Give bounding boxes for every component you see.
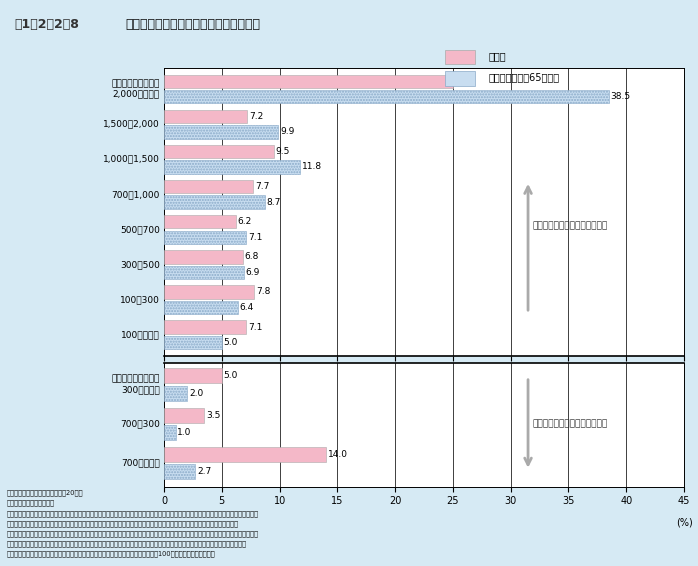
Text: 5.0: 5.0 xyxy=(223,338,238,347)
Bar xyxy=(164,464,195,479)
Text: 3.5: 3.5 xyxy=(206,410,221,419)
Text: 38.5: 38.5 xyxy=(611,92,631,101)
Text: 9.9: 9.9 xyxy=(280,127,295,136)
Text: 資料：総務省「家計調査」（平成20年）: 資料：総務省「家計調査」（平成20年） xyxy=(7,490,84,496)
Text: 8.7: 8.7 xyxy=(267,198,281,207)
Bar xyxy=(164,385,187,401)
Bar xyxy=(164,90,609,104)
FancyBboxPatch shape xyxy=(445,71,475,86)
Bar xyxy=(164,180,253,194)
Bar xyxy=(164,195,265,209)
Text: 全世帯: 全世帯 xyxy=(488,51,505,61)
Text: 6.8: 6.8 xyxy=(244,252,259,261)
Text: 保険の掛金、株式・債券・投資信託・金錢信託などの有価証券と社内預金などの金融機関外への貯蓄の合計現在高をいう。: 保険の掛金、株式・債券・投資信託・金錢信託などの有価証券と社内預金などの金融機関… xyxy=(7,520,239,527)
Bar xyxy=(164,265,244,279)
FancyBboxPatch shape xyxy=(445,50,475,64)
Bar xyxy=(164,75,453,88)
Bar xyxy=(164,230,246,244)
Text: 世帯主の年齢が65歳以上: 世帯主の年齢が65歳以上 xyxy=(488,72,559,83)
Text: 25.0: 25.0 xyxy=(454,77,475,86)
Bar xyxy=(164,320,246,334)
Text: 11.8: 11.8 xyxy=(302,162,322,171)
Text: （注１）単身世帯は対象外: （注１）単身世帯は対象外 xyxy=(7,500,55,507)
Bar xyxy=(164,160,300,174)
Text: 6.9: 6.9 xyxy=(246,268,260,277)
Text: 2.0: 2.0 xyxy=(189,388,203,397)
Text: 5.0: 5.0 xyxy=(223,371,238,380)
Text: （注４）「（貯蓄現在高）－（負債現在高）」が「０」の世帯は、貯蓄現在高超過が100万円未満の世帯に含む。: （注４）「（貯蓄現在高）－（負債現在高）」が「０」の世帯は、貯蓄現在高超過が10… xyxy=(7,551,216,558)
Text: （注２）貯蓄現在高とは、ゆうちょ銀行、郵便贷金・簡易生命保験管理機構（旧日本郵政公社）、銀行、その他の金融機関への預貯金、生命: （注２）貯蓄現在高とは、ゆうちょ銀行、郵便贷金・簡易生命保験管理機構（旧日本郵政… xyxy=(7,510,259,517)
Bar xyxy=(164,125,279,139)
Text: 負債現在高が超過している世帯: 負債現在高が超過している世帯 xyxy=(533,419,608,428)
X-axis label: (%): (%) xyxy=(676,518,692,528)
Bar xyxy=(164,215,236,229)
Text: 6.4: 6.4 xyxy=(239,303,254,312)
Text: 7.1: 7.1 xyxy=(248,323,262,332)
Bar xyxy=(164,301,238,314)
Bar xyxy=(164,110,247,123)
Text: 金融機関からの借入金のほか、勤め先の会社・共済組合、親戒・知人からなどの金融機関外からの借入金の合計現在高をいう。: 金融機関からの借入金のほか、勤め先の会社・共済組合、親戒・知人からなどの金融機関… xyxy=(7,541,247,547)
Bar xyxy=(164,447,326,462)
Bar xyxy=(164,336,222,349)
Text: （注３）負債現在高とは、ゆうちょ銀行、郵便贷金・簡易生命保験管理機構（旧日本郵政公社）、銀行、生命保験会社、住宅金融公庫などの: （注３）負債現在高とは、ゆうちょ銀行、郵便贷金・簡易生命保験管理機構（旧日本郵政… xyxy=(7,530,259,537)
Text: 1.0: 1.0 xyxy=(177,428,192,437)
Text: 6.2: 6.2 xyxy=(237,217,252,226)
Text: 7.8: 7.8 xyxy=(256,288,270,297)
Text: 2.7: 2.7 xyxy=(197,468,211,477)
Text: 7.1: 7.1 xyxy=(248,233,262,242)
Bar xyxy=(164,145,274,158)
Bar xyxy=(164,250,243,264)
Text: 貯蓄現在高が超過している世帯: 貯蓄現在高が超過している世帯 xyxy=(533,222,608,230)
Bar xyxy=(164,408,205,423)
Bar xyxy=(164,425,176,440)
Text: 7.2: 7.2 xyxy=(249,112,263,121)
Bar xyxy=(164,285,254,299)
Bar xyxy=(164,368,222,383)
Text: 貯蓄・負債現在高の差額階級別世帯分布: 貯蓄・負債現在高の差額階級別世帯分布 xyxy=(126,18,260,31)
Text: 9.5: 9.5 xyxy=(276,147,290,156)
Text: 図1－2－2－8: 図1－2－2－8 xyxy=(14,18,79,31)
Text: 14.0: 14.0 xyxy=(327,450,348,459)
Text: 7.7: 7.7 xyxy=(255,182,269,191)
